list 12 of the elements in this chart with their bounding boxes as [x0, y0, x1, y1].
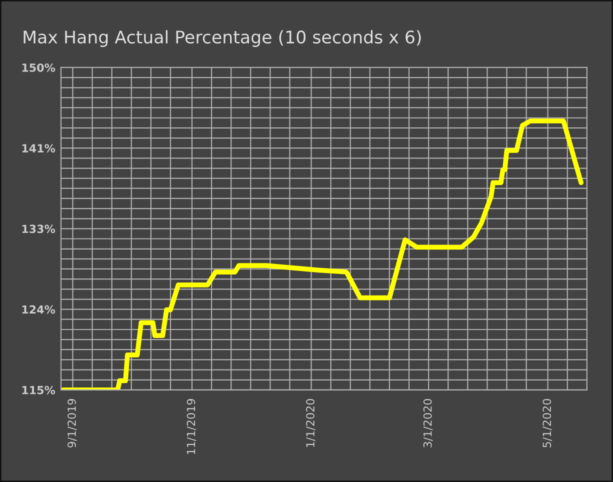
x-tick-label: 1/1/2020 [306, 399, 316, 447]
line-series [60, 118, 584, 390]
y-tick-label: 150% [22, 63, 56, 72]
y-tick-label: 124% [22, 305, 56, 314]
x-tick-label: 3/1/2020 [423, 399, 433, 448]
x-tick-label: 9/1/2019 [68, 399, 77, 448]
x-tick-label: 11/1/2019 [186, 399, 196, 454]
y-tick-label: 141% [22, 144, 56, 152]
y-tick-label: 115% [22, 386, 56, 394]
x-tick-label: 5/1/2020 [542, 399, 552, 448]
chart-title: Max Hang Actual Percentage (10 seconds x 6) [24, 30, 421, 47]
y-tick-label: 133% [22, 224, 56, 234]
